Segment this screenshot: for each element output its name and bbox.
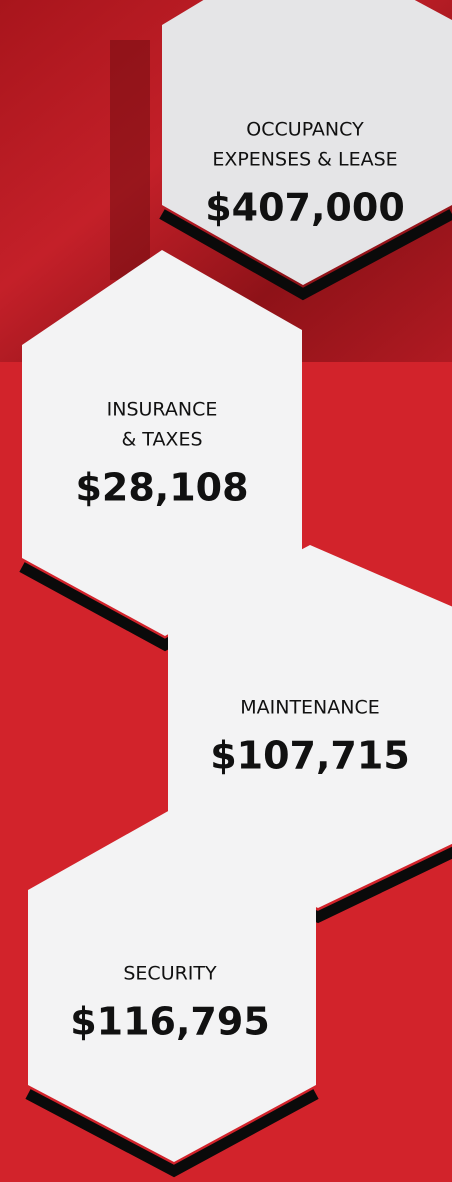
- hexagon-amount: $407,000: [205, 186, 405, 230]
- hexagon-shape: [28, 810, 316, 1162]
- hexagon-amount: $28,108: [75, 466, 248, 510]
- photo-door-frame: [110, 40, 150, 280]
- hexagon-label: & TAXES: [121, 429, 202, 451]
- hexagon-label: MAINTENANCE: [240, 697, 380, 719]
- hexagon-label: OCCUPANCY: [246, 119, 364, 141]
- hexagon-amount: $107,715: [210, 734, 410, 778]
- hexagon-group: OCCUPANCY EXPENSES & LEASE $407,000 INSURAN…: [19, 0, 452, 1178]
- hexagon: OCCUPANCY EXPENSES & LEASE $407,000: [159, 0, 452, 301]
- hexagon: SECURITY $116,795: [25, 810, 319, 1178]
- hexagon: MAINTENANCE $107,715: [165, 545, 452, 924]
- hexagon-label: SECURITY: [123, 963, 217, 985]
- hexagon-label: INSURANCE: [107, 399, 218, 421]
- hexagon-shadow: [25, 1089, 319, 1178]
- hexagon-shape: [168, 545, 452, 908]
- hexagon-shape: [162, 0, 452, 285]
- hexagon-amount: $116,795: [70, 1000, 270, 1044]
- hexagon-shadow: [159, 209, 452, 301]
- hexagon-shape: [22, 250, 302, 636]
- hexagon-label: EXPENSES & LEASE: [212, 149, 397, 171]
- hexagon: INSURANCE & TAXES $28,108: [19, 250, 305, 652]
